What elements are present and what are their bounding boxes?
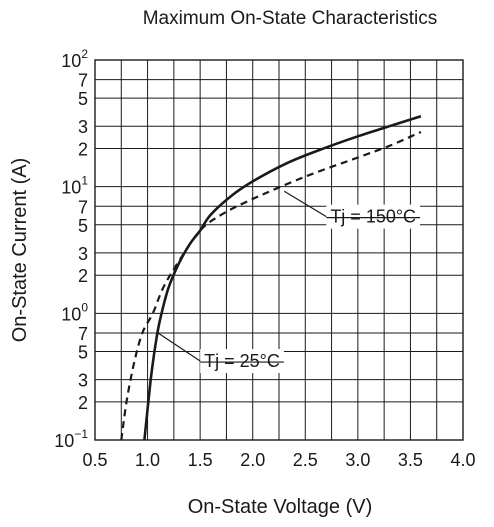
x-tick-label: 3.5: [398, 450, 423, 470]
x-axis-label: On-State Voltage (V): [188, 496, 373, 518]
x-tick-label: 0.5: [82, 450, 107, 470]
y-tick-label: 7: [78, 324, 88, 344]
y-tick-label: 3: [78, 117, 88, 137]
annotation-background: [200, 349, 284, 374]
series-line-1: [143, 114, 422, 441]
y-tick-label: 3: [78, 244, 88, 264]
x-tick-label: 3.0: [345, 450, 370, 470]
y-tick-label: 5: [78, 342, 88, 362]
y-tick-label: 100: [61, 300, 88, 324]
y-tick-label: 10−1: [54, 427, 88, 451]
annotation-group: Tj = 150°C Tj = 25°C: [157, 190, 421, 374]
plot-frame: [94, 59, 464, 441]
y-tick-label: 102: [61, 47, 88, 71]
annotation-leader-2: [157, 332, 201, 362]
annotation-label-2: Tj = 25°C: [204, 351, 280, 371]
x-tick-label: 1.0: [135, 450, 160, 470]
y-tick-label: 2: [78, 393, 88, 413]
y-tick-label: 2: [78, 266, 88, 286]
y-axis-label: On-State Current (A): [9, 158, 31, 343]
x-tick-label: 4.0: [450, 450, 475, 470]
series-group: [120, 114, 422, 441]
series-line-2: [120, 130, 422, 441]
y-tick-label: 7: [78, 197, 88, 217]
x-tick-label: 2.5: [293, 450, 318, 470]
y-tick-label: 7: [78, 71, 88, 91]
annotation-leader-1: [283, 190, 327, 218]
x-tick-labels: 0.5 1.0 1.5 2.0 2.5 3.0 3.5 4.0: [82, 450, 475, 470]
annotation-label-1: Tj = 150°C: [330, 207, 416, 227]
y-tick-label: 5: [78, 216, 88, 236]
y-tick-label: 101: [61, 174, 88, 198]
x-tick-label: 1.5: [188, 450, 213, 470]
annotation-background: [326, 204, 421, 229]
y-tick-label: 2: [78, 140, 88, 160]
x-tick-label: 2.0: [240, 450, 265, 470]
y-tick-label: 3: [78, 371, 88, 391]
chart-title: Maximum On-State Characteristics: [143, 8, 438, 29]
y-tick-label: 5: [78, 89, 88, 109]
